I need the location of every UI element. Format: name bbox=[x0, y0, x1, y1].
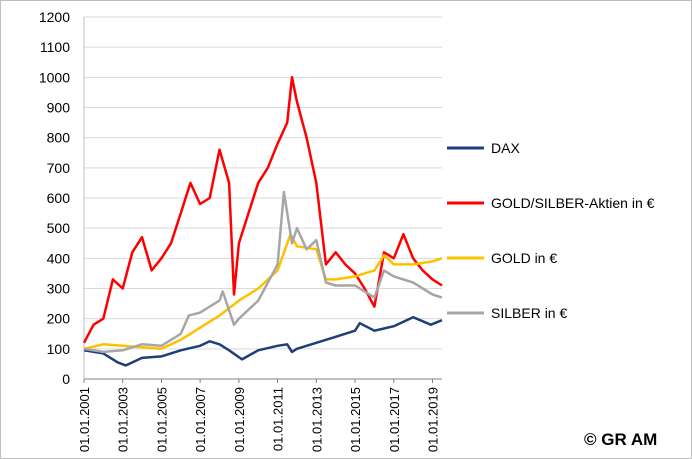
x-tick-label: 01.01.2013 bbox=[309, 387, 324, 452]
legend-label: GOLD in € bbox=[491, 250, 557, 266]
y-tick-label: 200 bbox=[47, 311, 71, 327]
series-line-gold-silber-aktien-in bbox=[82, 76, 443, 344]
x-axis-tick-labels: 01.01.2001 01.01.2003 01.01.2005 01.01.2007… bbox=[77, 379, 440, 452]
y-tick-label: 800 bbox=[47, 130, 71, 146]
y-tick-label: 1200 bbox=[39, 9, 70, 25]
legend-label: SILBER in € bbox=[491, 305, 567, 321]
x-tick-label: 01.01.2017 bbox=[387, 387, 402, 452]
x-tick-label: 01.01.2011 bbox=[271, 387, 286, 451]
y-tick-label: 400 bbox=[47, 250, 71, 266]
y-tick-label: 900 bbox=[47, 100, 71, 116]
x-tick-label: 01.01.2005 bbox=[154, 387, 169, 452]
y-tick-label: 0 bbox=[62, 371, 70, 387]
y-tick-label: 1100 bbox=[40, 39, 70, 55]
legend-label: GOLD/SILBER-Aktien in € bbox=[491, 195, 655, 211]
x-tick-label: 01.01.2019 bbox=[425, 387, 440, 452]
y-tick-label: 300 bbox=[47, 281, 71, 297]
x-tick-label: 01.01.2015 bbox=[348, 387, 363, 452]
y-tick-label: 1000 bbox=[39, 69, 70, 85]
x-tick-label: 01.01.2003 bbox=[116, 387, 131, 452]
gridlines bbox=[84, 16, 442, 350]
series-line-silber-in bbox=[83, 190, 443, 354]
y-axis-tick-labels: 0 100 200 300 400 500 600 700 800 900 1000 1100 1200 bbox=[39, 9, 70, 387]
y-tick-label: 500 bbox=[47, 220, 71, 236]
y-tick-label: 600 bbox=[47, 190, 71, 206]
x-tick-label: 01.01.2007 bbox=[193, 387, 208, 452]
y-tick-label: 700 bbox=[47, 160, 71, 176]
y-tick-label: 100 bbox=[47, 341, 71, 357]
x-tick-label: 01.01.2009 bbox=[232, 387, 247, 452]
x-tick-label: 01.01.2001 bbox=[77, 387, 92, 452]
legend: DAX GOLD/SILBER-Aktien in € GOLD in € SILBE… bbox=[447, 140, 655, 321]
series-lines bbox=[82, 76, 443, 367]
series-line-dax bbox=[83, 315, 443, 367]
legend-label: DAX bbox=[491, 140, 520, 156]
copyright-label: © GR AM bbox=[584, 430, 657, 449]
